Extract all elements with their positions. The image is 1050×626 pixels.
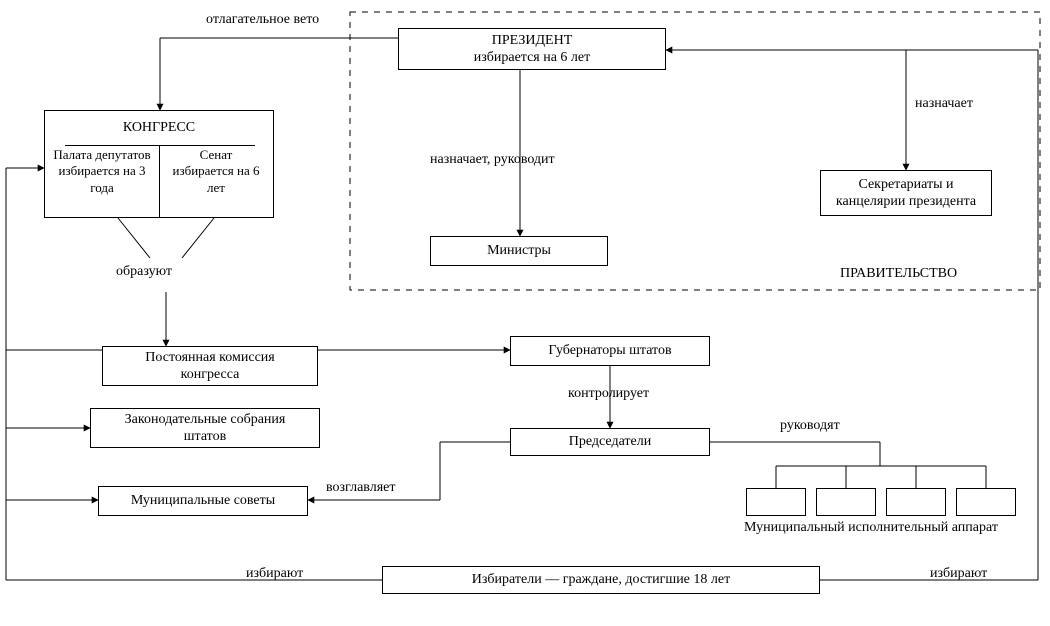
node-mun-exec-4 <box>956 488 1016 516</box>
governors-text: Губернаторы штатов <box>548 342 671 360</box>
node-voters: Избиратели — граждане, достигшие 18 лет <box>382 566 820 594</box>
label-heads: возглавляет <box>326 480 395 495</box>
node-mun-exec-2 <box>816 488 876 516</box>
state-assembly-l1: Законодательные собрания <box>125 411 286 429</box>
node-chairmen: Председатели <box>510 428 710 456</box>
connector-layer <box>0 0 1050 626</box>
node-president: ПРЕЗИДЕНТ избирается на 6 лет <box>398 28 666 70</box>
node-mun-exec-1 <box>746 488 806 516</box>
municipal-councils-text: Муниципальные советы <box>131 492 275 510</box>
node-state-assembly: Законодательные собрания штатов <box>90 408 320 448</box>
president-title: ПРЕЗИДЕНТ <box>492 32 573 50</box>
president-sub: избирается на 6 лет <box>474 49 591 67</box>
congress-right: Сенат избирается на 6 лет <box>159 147 273 196</box>
ministers-text: Министры <box>487 242 551 260</box>
node-ministers: Министры <box>430 236 608 266</box>
node-congress: КОНГРЕСС Палата депутатов избирается на … <box>44 110 274 218</box>
congress-left-l2: избирается на 3 <box>45 163 159 179</box>
label-manage: руководят <box>780 418 840 433</box>
label-appoints: назначает <box>915 96 973 111</box>
secretariats-l1: Секретариаты и <box>858 176 953 194</box>
congress-title: КОНГРЕСС <box>45 111 273 145</box>
government-label: ПРАВИТЕЛЬСТВО <box>840 266 957 281</box>
chairmen-text: Председатели <box>569 433 651 451</box>
state-assembly-l2: штатов <box>184 428 226 446</box>
congress-right-l3: лет <box>159 180 273 196</box>
label-elect-left: избирают <box>246 566 303 581</box>
label-veto: отлагательное вето <box>206 12 319 27</box>
congress-left-l3: года <box>45 180 159 196</box>
node-mun-exec-3 <box>886 488 946 516</box>
commission-l1: Постоянная комиссия <box>145 349 274 367</box>
node-governors: Губернаторы штатов <box>510 336 710 366</box>
secretariats-l2: канцелярии президента <box>836 193 976 211</box>
label-form: образуют <box>116 264 172 279</box>
congress-right-l2: избирается на 6 <box>159 163 273 179</box>
label-appoints-manages: назначает, руководит <box>430 152 555 167</box>
mun-exec-label: Муниципальный исполнительный аппарат <box>744 520 998 535</box>
congress-left-l1: Палата депутатов <box>45 147 159 163</box>
diagram-canvas: ПРАВИТЕЛЬСТВО ПРЕЗИДЕНТ избирается на 6 … <box>0 0 1050 626</box>
node-municipal-councils: Муниципальные советы <box>98 486 308 516</box>
voters-text: Избиратели — граждане, достигшие 18 лет <box>472 571 730 589</box>
congress-right-l1: Сенат <box>159 147 273 163</box>
congress-left: Палата депутатов избирается на 3 года <box>45 147 159 196</box>
commission-l2: конгресса <box>181 366 240 384</box>
label-controls: контролирует <box>568 386 649 401</box>
node-secretariats: Секретариаты и канцелярии президента <box>820 170 992 216</box>
node-commission: Постоянная комиссия конгресса <box>102 346 318 386</box>
label-elect-right: избирают <box>930 566 987 581</box>
